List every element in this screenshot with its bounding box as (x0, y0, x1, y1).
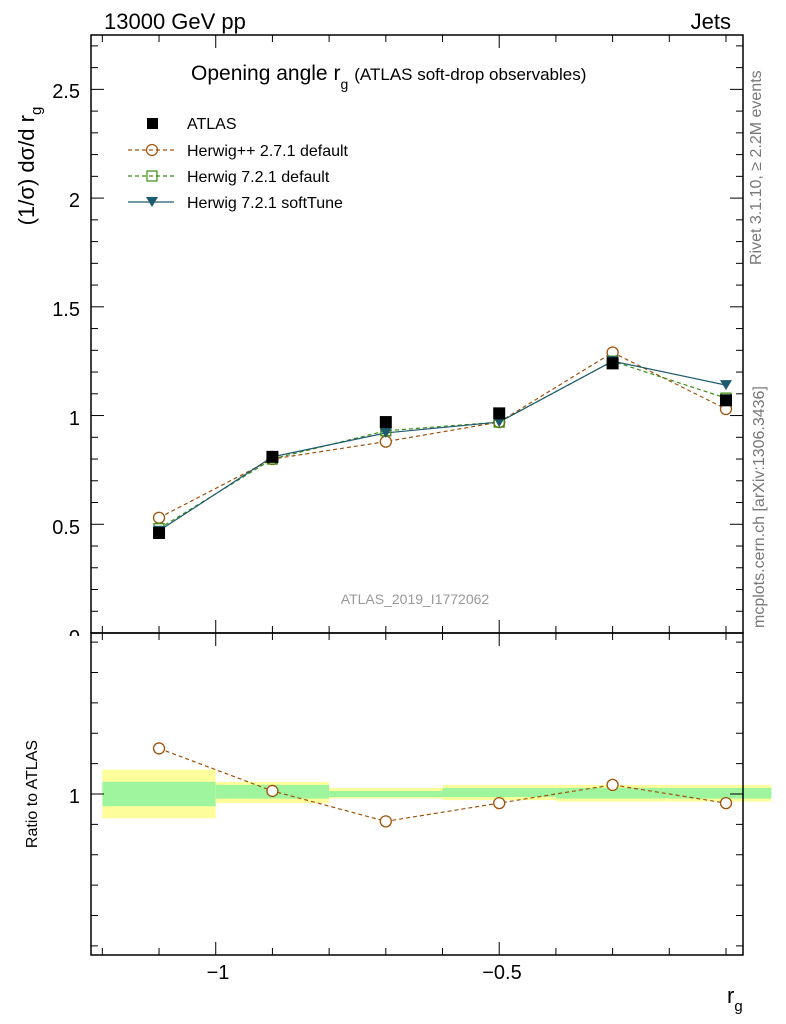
ratio-band-inner (329, 790, 443, 798)
legend-label-atlas: ATLAS (187, 116, 237, 133)
series-line-herwig-2-7-1-default (158, 351, 727, 519)
legend-marker-herwig721 (146, 170, 158, 182)
rivet-version-label: Rivet 3.1.10, ≥ 2.2M events (748, 70, 765, 265)
series-line-herwig-7-2-1-softtune (158, 360, 727, 532)
y-tick-label: 1 (69, 408, 80, 430)
data-point-atlas (493, 407, 506, 420)
x-tick-label: −1 (207, 962, 230, 984)
ratio-line-herwig-2-7-1-default (158, 747, 727, 822)
y-tick-label: 1.5 (52, 299, 80, 321)
ratio-point-herwig-2-7-1-default (379, 815, 392, 828)
x-axis-title: rg (727, 983, 743, 1015)
x-tick-label: −0.5 (482, 962, 521, 984)
ratio-band-inner (102, 781, 216, 807)
data-point-atlas (379, 416, 392, 429)
legend-marker-softtune (146, 197, 158, 207)
plot-title: Opening angle rg (ATLAS soft-drop observa… (191, 62, 586, 92)
legend-marker-atlas (147, 118, 158, 129)
y-tick-label: 2 (69, 190, 80, 212)
data-point-herwig-7-2-1-softtune (719, 380, 732, 391)
analysis-watermark: ATLAS_2019_I1772062 (341, 591, 490, 607)
ratio-point-herwig-2-7-1-default (493, 796, 506, 810)
legend-marker-herwigpp (145, 143, 159, 157)
ratio-band-inner (442, 787, 556, 798)
axis-ticks (91, 35, 743, 955)
legend-label-herwigpp: Herwig++ 2.7.1 default (187, 143, 349, 160)
y-tick-label: 0.5 (52, 517, 80, 539)
ratio-point-herwig-2-7-1-default (152, 742, 166, 755)
header-right-label: Jets (691, 9, 731, 34)
data-point-herwig-7-2-1-softtune (493, 417, 506, 428)
data-point-atlas (153, 526, 166, 539)
ratio-uncertainty-band (102, 769, 772, 819)
y-tick-label-zero: 0 (69, 627, 80, 649)
data-point-herwig-2-7-1-default (152, 511, 166, 524)
series-line-herwig-7-2-1-default (158, 360, 727, 530)
ratio-point-herwig-2-7-1-default (719, 796, 733, 810)
ratio-band-inner (555, 787, 670, 799)
data-point-atlas (719, 394, 732, 407)
legend-label-herwig721: Herwig 7.2.1 default (187, 169, 330, 186)
y-axis-title: (1/σ) dσ/d rg (14, 107, 45, 226)
data-point-atlas (606, 357, 619, 370)
y-tick-label: 2.5 (52, 81, 80, 103)
legend-label-softtune: Herwig 7.2.1 softTune (187, 195, 343, 212)
ratio-point-herwig-2-7-1-default (606, 778, 619, 792)
data-point-atlas (266, 450, 279, 463)
ratio-y-axis-title: Ratio to ATLAS (24, 740, 41, 848)
header-left-label: 13000 GeV pp (104, 9, 246, 34)
data-point-herwig-7-2-1-softtune (379, 427, 392, 438)
ratio-band-inner (669, 787, 772, 799)
mcplots-label: mcplots.cern.ch [arXiv:1306.3436] (751, 386, 768, 628)
legend: ATLAS Herwig++ 2.7.1 default Herwig 7.2.… (128, 116, 349, 212)
ratio-y-tick-label: 1 (69, 786, 80, 808)
data-series (152, 346, 733, 828)
ratio-point-herwig-2-7-1-default (266, 784, 279, 798)
